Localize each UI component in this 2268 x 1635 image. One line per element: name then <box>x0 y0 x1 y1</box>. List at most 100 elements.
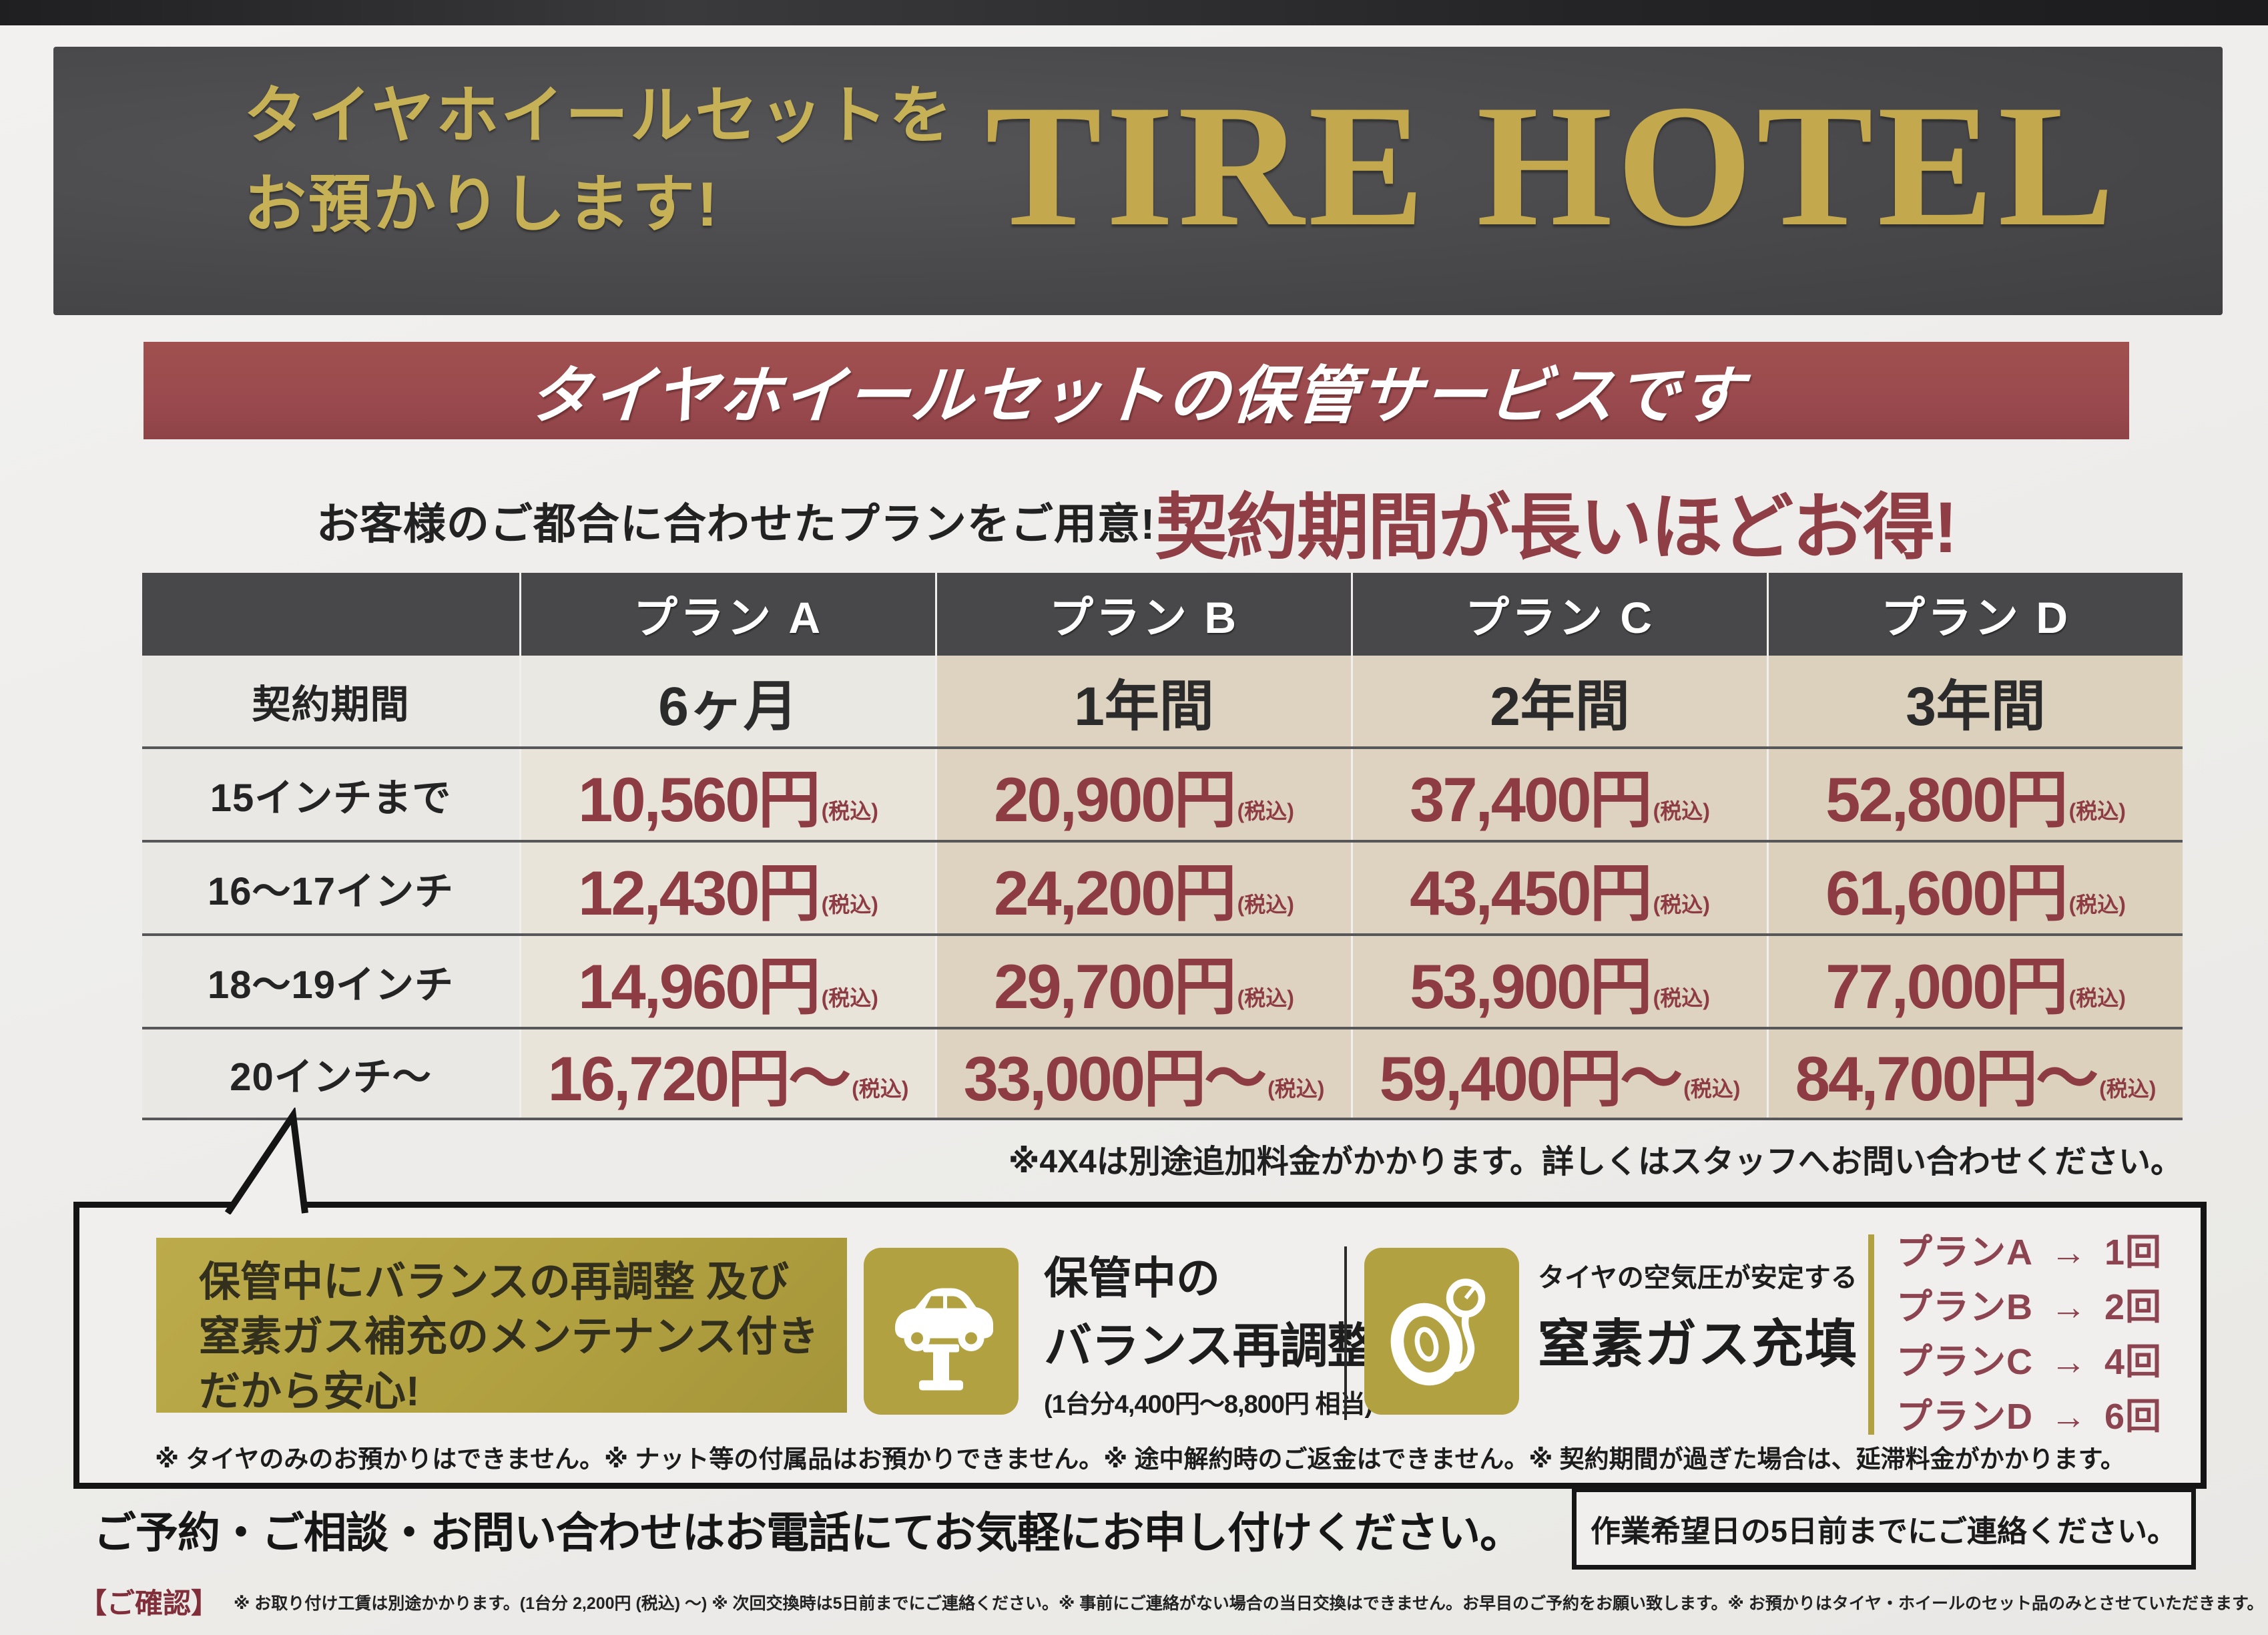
maintenance-notes: ※ タイヤのみのお預かりはできません。※ ナット等の付属品はお預かりできません。… <box>155 1445 2125 1473</box>
price-row-18-19inch: 18〜19インチ 14,960円 (税込) 29,700円 (税込) 53,900円… <box>142 933 2183 1027</box>
row-label: 20インチ〜 <box>142 1029 519 1118</box>
fine-print-text: ※ お取り付け工賃は別途かかります。(1台分 2,200円 (税込) 〜) ※ … <box>234 1594 2264 1613</box>
arrow-icon: → <box>2050 1342 2087 1383</box>
balance-note: (1台分4,400円〜8,800円 相当) <box>1044 1391 1373 1419</box>
tax-label: (税込) <box>821 893 878 917</box>
service-banner-title: タイヤホイールセットの保管サービスです <box>525 361 1747 431</box>
price-value: 10,560円 <box>578 764 821 835</box>
price-value: 16,720円〜 <box>547 1043 852 1114</box>
price-value: 37,400円 <box>1410 764 1653 835</box>
price-value: 12,430円 <box>578 858 821 928</box>
price-value: 20,900円 <box>994 764 1237 835</box>
highlight-line1: 保管中にバランスの再調整 及び <box>199 1259 789 1305</box>
plan-header-b: プラン B <box>935 573 1351 656</box>
subtitle-row: お客様のご都合に合わせたプランをご用意! 契約期間が長いほどお得! <box>144 459 2129 563</box>
tax-label: (税込) <box>821 986 878 1010</box>
plan-header-c: プラン C <box>1351 573 1767 656</box>
section-divider <box>1344 1246 1347 1420</box>
plan-header-d: プラン D <box>1767 573 2183 656</box>
plan-name: プランD <box>1896 1397 2033 1437</box>
plan-count: 2回 <box>2104 1287 2163 1328</box>
photo-background-edge <box>0 0 2268 25</box>
tire-gauge-icon <box>1364 1248 1519 1415</box>
tax-label: (税込) <box>1653 799 1710 823</box>
price-value: 29,700円 <box>994 951 1237 1021</box>
plan-name: プランC <box>1896 1342 2033 1383</box>
plan-count: 6回 <box>2104 1397 2163 1437</box>
balance-line1: 保管中の <box>1044 1253 1220 1303</box>
plan-count-list: プランA → 1回 プランB → 2回 プランC → 4回 プランD → 6回 <box>1896 1225 2162 1444</box>
fine-print: 【ご確認】 ※ お取り付け工賃は別途かかります。(1台分 2,200円 (税込) … <box>79 1581 2263 1622</box>
period-value: 6ヶ月 <box>658 676 798 737</box>
note-4x4: ※4X4は別途追加料金がかかります。詳しくはスタッフへお問い合わせください。 <box>1008 1144 2183 1180</box>
pricing-table: プラン A プラン B プラン C プラン D 契約期間 6ヶ月 1年間 2年間… <box>142 573 2183 1120</box>
contact-message: ご予約・ご相談・お問い合わせはお電話にてお気軽にお申し付けください。 <box>93 1509 1522 1557</box>
period-value: 1年間 <box>1074 676 1214 737</box>
deadline-box: 作業希望日の5日前までにご連絡ください。 <box>1572 1487 2196 1570</box>
row-label: 契約期間 <box>142 656 519 746</box>
service-banner: タイヤホイールセットの保管サービスです <box>144 342 2129 439</box>
tax-label: (税込) <box>1267 1077 1325 1101</box>
speech-bubble-tail <box>224 1108 308 1214</box>
maintenance-highlight-panel: 保管中にバランスの再調整 及び 窒素ガス補充のメンテナンス付き だから安心! <box>156 1238 847 1415</box>
period-row: 契約期間 6ヶ月 1年間 2年間 3年間 <box>142 656 2183 746</box>
plan-name: プランB <box>1896 1287 2033 1328</box>
maintenance-box: 保管中にバランスの再調整 及び 窒素ガス補充のメンテナンス付き だから安心! 保… <box>73 1108 2207 1489</box>
tax-label: (税込) <box>2068 893 2126 917</box>
price-value: 84,700円〜 <box>1795 1043 2099 1114</box>
arrow-icon: → <box>2050 1232 2087 1272</box>
header-tagline: タイヤホイールセットを お預かりします! <box>244 71 954 249</box>
price-value: 33,000円〜 <box>963 1043 1267 1114</box>
price-row-20inch: 20インチ〜 16,720円〜 (税込) 33,000円〜 (税込) 59,400円… <box>142 1027 2183 1120</box>
plan-count: 4回 <box>2104 1342 2163 1383</box>
tax-label: (税込) <box>1653 893 1710 917</box>
plan-count-item: プランD → 6回 <box>1896 1389 2162 1444</box>
car-lift-icon <box>864 1248 1019 1415</box>
nitrogen-text: タイヤの空気圧が安定する 窒素ガス充填 <box>1538 1256 1858 1377</box>
subtitle-plain: お客様のご都合に合わせたプランをご用意! <box>316 500 1156 548</box>
table-header-row: プラン A プラン B プラン C プラン D <box>142 573 2183 656</box>
tax-label: (税込) <box>2099 1077 2157 1101</box>
price-row-15inch: 15インチまで 10,560円 (税込) 20,900円 (税込) 37,400円(… <box>142 746 2183 840</box>
period-value: 2年間 <box>1490 676 1630 737</box>
tax-label: (税込) <box>821 799 878 823</box>
arrow-icon: → <box>2050 1397 2087 1437</box>
tax-label: (税込) <box>2068 799 2126 823</box>
price-row-16-17inch: 16〜17インチ 12,430円 (税込) 24,200円 (税込) 43,450円… <box>142 840 2183 933</box>
nitrogen-lead: タイヤの空気圧が安定する <box>1538 1263 1858 1293</box>
plan-name: プランA <box>1896 1232 2033 1272</box>
price-value: 61,600円 <box>1825 858 2068 928</box>
corner-cell <box>142 573 519 656</box>
tax-label: (税込) <box>852 1077 909 1101</box>
price-value: 43,450円 <box>1410 858 1653 928</box>
tagline-line2: お預かりします! <box>244 169 720 240</box>
price-value: 59,400円〜 <box>1379 1043 1683 1114</box>
plan-count: 1回 <box>2104 1232 2163 1272</box>
subtitle-highlight: 契約期間が長いほどお得! <box>1155 487 1958 567</box>
confirm-label: 【ご確認】 <box>79 1588 220 1619</box>
balance-text: 保管中の バランス再調整 (1台分4,400円〜8,800円 相当) <box>1044 1242 1376 1420</box>
tax-label: (税込) <box>2068 986 2126 1010</box>
arrow-icon: → <box>2050 1287 2087 1328</box>
tagline-line1: タイヤホイールセットを <box>244 80 954 150</box>
row-label: 18〜19インチ <box>142 936 519 1027</box>
row-label: 16〜17インチ <box>142 843 519 933</box>
header-banner: タイヤホイールセットを お預かりします! TIRE HOTEL <box>53 47 2223 315</box>
tire-hotel-logo: TIRE HOTEL <box>984 69 2118 262</box>
period-value: 3年間 <box>1906 676 2046 737</box>
price-value: 77,000円 <box>1825 951 2068 1021</box>
tax-label: (税込) <box>1237 799 1294 823</box>
gold-divider-bar <box>1868 1234 1874 1435</box>
highlight-line3: だから安心! <box>199 1368 420 1415</box>
tax-label: (税込) <box>1237 986 1294 1010</box>
price-value: 14,960円 <box>578 951 821 1021</box>
plan-count-item: プランB → 2回 <box>1896 1280 2162 1335</box>
nitrogen-title: 窒素ガス充填 <box>1538 1315 1859 1373</box>
price-value: 52,800円 <box>1825 764 2068 835</box>
row-label: 15インチまで <box>142 749 519 840</box>
plan-header-a: プラン A <box>519 573 935 656</box>
balance-line2: バランス再調整 <box>1044 1320 1376 1373</box>
plan-count-item: プランA → 1回 <box>1896 1225 2162 1280</box>
price-value: 24,200円 <box>994 858 1237 928</box>
